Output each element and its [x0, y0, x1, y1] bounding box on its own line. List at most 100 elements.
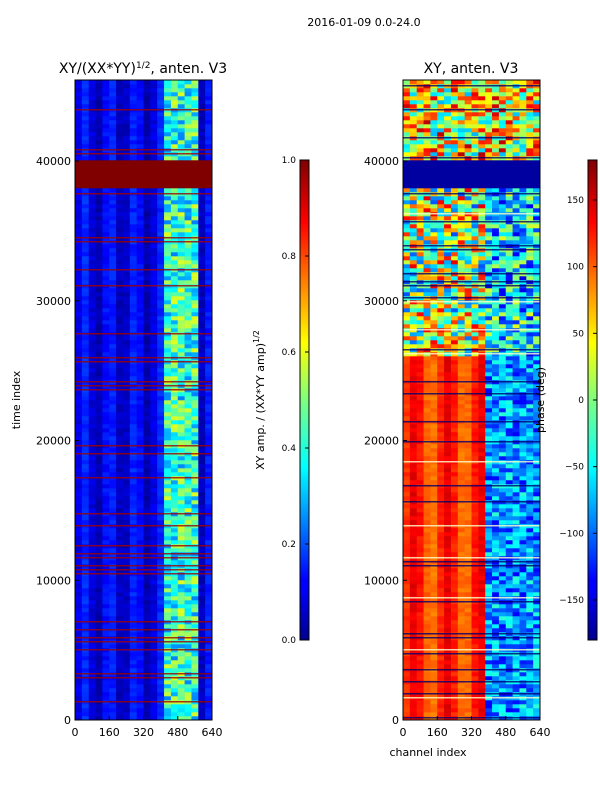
- heatmap-cell: [526, 568, 534, 573]
- heatmap-cell: [157, 276, 165, 281]
- heatmap-cell: [403, 512, 411, 517]
- heatmap-cell: [457, 664, 465, 669]
- heatmap-cell: [164, 300, 172, 305]
- heatmap-cell: [122, 588, 131, 593]
- x-tick-label: 160: [99, 726, 120, 739]
- heatmap-cell: [409, 544, 417, 549]
- heatmap-cell: [423, 624, 431, 629]
- heatmap-cell: [150, 528, 158, 533]
- heatmap-cell: [177, 508, 185, 513]
- heatmap-cell: [170, 104, 179, 109]
- heatmap-cell: [457, 356, 465, 361]
- heatmap-cell: [129, 80, 137, 85]
- heatmap-cell: [498, 592, 507, 597]
- heatmap-cell: [136, 496, 144, 501]
- heatmap-cell: [184, 204, 192, 209]
- heatmap-cell: [457, 612, 465, 617]
- heatmap-cell: [526, 468, 534, 473]
- heatmap-cell: [526, 672, 534, 677]
- heatmap-cell: [116, 196, 124, 201]
- heatmap-cell: [198, 464, 206, 469]
- heatmap-cell: [505, 388, 513, 393]
- heatmap-cell: [485, 592, 493, 597]
- heatmap-cell: [191, 584, 199, 589]
- heatmap-cell: [143, 576, 151, 581]
- heatmap-cell: [157, 376, 165, 381]
- heatmap-cell: [122, 204, 131, 209]
- heatmap-cell: [81, 484, 89, 489]
- heatmap-cell: [75, 424, 83, 429]
- heatmap-cell: [450, 412, 459, 417]
- heatmap-cell: [416, 552, 424, 557]
- heatmap-cell: [109, 96, 117, 101]
- heatmap-cell: [205, 660, 212, 665]
- heatmap-cell: [75, 300, 83, 305]
- heatmap-cell: [88, 496, 96, 501]
- heatmap-cell: [95, 412, 103, 417]
- heatmap-cell: [164, 516, 172, 521]
- heatmap-cell: [143, 344, 151, 349]
- heatmap-cell: [526, 476, 534, 481]
- heatmap-cell: [122, 656, 131, 661]
- heatmap-cell: [505, 672, 513, 677]
- heatmap-flag-line: [75, 637, 212, 639]
- heatmap-cell: [109, 120, 117, 125]
- heatmap-cell: [403, 388, 411, 393]
- colorbar-tick-label: 1.0: [282, 156, 297, 166]
- heatmap-cell: [88, 312, 96, 317]
- heatmap-cell: [198, 432, 206, 437]
- heatmap-cell: [109, 272, 117, 277]
- heatmap-cell: [143, 204, 151, 209]
- heatmap-cell: [423, 676, 431, 681]
- heatmap-cell: [81, 276, 89, 281]
- heatmap-cell: [150, 372, 158, 377]
- heatmap-cell: [81, 504, 89, 509]
- heatmap-cell: [157, 144, 165, 149]
- heatmap-cell: [437, 684, 445, 689]
- heatmap-cell: [444, 688, 452, 693]
- heatmap-flag-line: [75, 641, 212, 643]
- heatmap-cell: [191, 340, 199, 345]
- heatmap-cell: [198, 448, 206, 453]
- heatmap-cell: [122, 692, 131, 697]
- heatmap-cell: [478, 456, 486, 461]
- heatmap-cell: [75, 220, 83, 225]
- heatmap-cell: [150, 540, 158, 545]
- heatmap-cell: [170, 260, 179, 265]
- heatmap-cell: [416, 396, 424, 401]
- heatmap-cell: [409, 496, 417, 501]
- heatmap-cell: [191, 300, 199, 305]
- heatmap-cell: [191, 412, 199, 417]
- heatmap-cell: [485, 528, 493, 533]
- heatmap-flag-line: [403, 601, 540, 603]
- heatmap-cell: [403, 356, 411, 361]
- heatmap-cell: [170, 408, 179, 413]
- heatmap-cell: [205, 624, 212, 629]
- heatmap-cell: [88, 208, 96, 213]
- heatmap-cell: [205, 352, 212, 357]
- heatmap-cell: [95, 488, 103, 493]
- heatmap-cell: [533, 400, 540, 405]
- heatmap-cell: [533, 516, 540, 521]
- heatmap-cell: [492, 376, 500, 381]
- heatmap-cell: [170, 584, 179, 589]
- heatmap-cell: [150, 132, 158, 137]
- heatmap-cell: [164, 92, 172, 97]
- heatmap-cell: [109, 320, 117, 325]
- heatmap-cell: [533, 552, 540, 557]
- heatmap-cell: [177, 660, 185, 665]
- heatmap-cell: [416, 624, 424, 629]
- heatmap-cell: [102, 92, 110, 97]
- heatmap-flag-line: [75, 677, 212, 679]
- heatmap-cell: [184, 392, 192, 397]
- heatmap-cell: [478, 436, 486, 441]
- heatmap-cell: [471, 432, 479, 437]
- heatmap-cell: [116, 320, 124, 325]
- heatmap-cell: [205, 280, 212, 285]
- heatmap-cell: [75, 328, 83, 333]
- heatmap-cell: [512, 608, 520, 613]
- heatmap-cell: [122, 496, 131, 501]
- heatmap-cell: [143, 200, 151, 205]
- heatmap-cell: [143, 632, 151, 637]
- heatmap-cell: [533, 416, 540, 421]
